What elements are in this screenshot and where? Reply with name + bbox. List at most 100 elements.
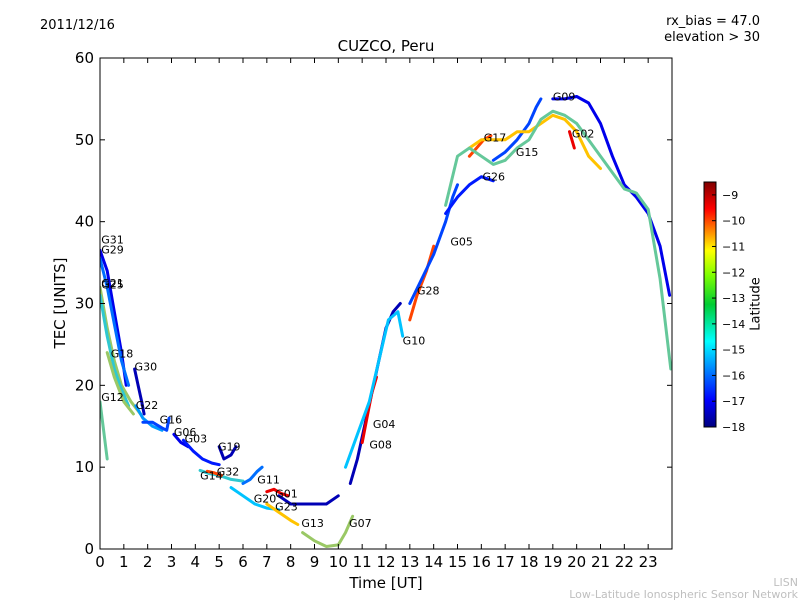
series-g26: [444, 175, 495, 215]
colorbar-tick-label: −16: [722, 369, 745, 382]
colorbar-tick-label: −18: [722, 421, 745, 434]
colorbar-tick-label: −17: [722, 395, 745, 408]
satellite-label-layer: G31G29G21G25G18G30G12G22G16G06G03G19G32G…: [101, 90, 594, 529]
x-tick-label: 7: [262, 553, 272, 571]
satellite-label-g30: G30: [135, 361, 158, 374]
colorbar-tick-label: −10: [722, 215, 745, 228]
satellite-label-g11: G11: [257, 473, 280, 486]
y-tick-label: 50: [75, 131, 94, 149]
x-tick-label: 19: [543, 553, 562, 571]
x-tick-label: 10: [329, 553, 348, 571]
series-g03: [181, 438, 221, 467]
colorbar-tick-label: −9: [722, 189, 738, 202]
series-g23: [265, 502, 300, 526]
colorbar-tick-label: −15: [722, 344, 745, 357]
x-tick-label: 15: [448, 553, 467, 571]
series-g16: [141, 416, 171, 432]
series-g24: [444, 109, 672, 371]
x-axis-label: Time [UT]: [349, 574, 423, 592]
satellite-label-g01: G01: [275, 487, 298, 500]
y-tick-label: 60: [75, 49, 94, 67]
satellite-label-g19: G19: [218, 441, 241, 454]
series-g18: [105, 351, 135, 416]
x-tick-label: 8: [286, 553, 296, 571]
satellite-label-g15: G15: [516, 146, 539, 159]
footer-short: LISN: [773, 576, 798, 589]
colorbar-tick-label: −11: [722, 240, 745, 253]
x-tick-label: 6: [238, 553, 248, 571]
satellite-label-g17: G17: [484, 131, 507, 144]
series-g01: [265, 487, 290, 498]
axis-layer: 0 1 2 3 4 5 6 7 8 9 10 11 12 13 14 15 16 17 18 19 20 21 22 2301…: [75, 49, 672, 571]
satellite-label-g03: G03: [185, 433, 208, 446]
satellite-label-g26: G26: [483, 171, 506, 184]
x-tick-label: 0: [95, 553, 105, 571]
y-tick-label: 0: [84, 540, 94, 558]
series-g07: [301, 514, 355, 548]
series-g28: [408, 244, 436, 322]
x-tick-label: 16: [472, 553, 491, 571]
satellite-label-g16: G16: [160, 414, 183, 427]
x-tick-label: 1: [119, 553, 129, 571]
satellite-label-g20: G20: [254, 492, 277, 505]
satellite-label-g07: G07: [349, 517, 372, 530]
x-tick-label: 5: [214, 553, 224, 571]
series-g13: [277, 494, 340, 506]
satellite-label-g08: G08: [369, 438, 392, 451]
y-tick-label: 20: [75, 376, 94, 394]
series-g20: [229, 486, 281, 512]
y-tick-label: 40: [75, 213, 94, 231]
x-tick-label: 17: [496, 553, 515, 571]
x-tick-label: 14: [424, 553, 443, 571]
series-g10: [344, 310, 405, 469]
satellite-label-g13: G13: [301, 517, 324, 530]
satellite-label-g09: G09: [553, 90, 576, 103]
x-tick-label: 9: [310, 553, 320, 571]
satellite-label-g29: G29: [101, 243, 124, 256]
series-g02: [568, 130, 576, 150]
series-g12: [100, 400, 109, 461]
series-g06: [172, 432, 190, 449]
colorbar-label: Latitude: [748, 277, 764, 331]
series-g19: [217, 445, 238, 461]
satellite-label-g18: G18: [111, 347, 134, 360]
series-g30: [133, 367, 146, 416]
x-tick-label: 18: [519, 553, 538, 571]
satellite-label-g14: G14: [200, 469, 223, 482]
series-g14: [205, 469, 224, 477]
y-tick-label: 10: [75, 458, 94, 476]
x-tick-label: 13: [400, 553, 419, 571]
x-tick-label: 23: [639, 553, 658, 571]
series-g11: [241, 465, 264, 485]
series-layer: [100, 95, 672, 548]
series-g29: [100, 257, 131, 387]
satellite-label-g21: G21: [101, 277, 124, 290]
satellite-label-g05: G05: [450, 235, 473, 248]
series-g25: [100, 293, 131, 408]
colorbar-tick-label: −13: [722, 292, 745, 305]
satellite-label-g12: G12: [101, 391, 124, 404]
colorbar-tick-label: −12: [722, 266, 745, 279]
chart-title: CUZCO, Peru: [337, 37, 435, 55]
x-tick-label: 22: [615, 553, 634, 571]
x-tick-label: 2: [143, 553, 153, 571]
footer-long: Low-Latitude Ionospheric Sensor Network: [569, 588, 798, 601]
series-g04: [348, 302, 402, 485]
x-tick-label: 4: [191, 553, 201, 571]
elevation-label: elevation > 30: [664, 30, 760, 45]
colorbar-tick-label: −14: [722, 318, 745, 331]
x-tick-label: 21: [591, 553, 610, 571]
satellite-label-g04: G04: [373, 418, 396, 431]
satellite-label-g32: G32: [217, 465, 240, 478]
x-tick-label: 11: [353, 553, 372, 571]
satellite-label-g31: G31: [101, 234, 124, 247]
y-axis-label: TEC [UNITS]: [51, 257, 69, 349]
satellite-label-g10: G10: [403, 334, 426, 347]
satellite-label-g22: G22: [136, 399, 159, 412]
satellite-label-g25: G25: [101, 279, 124, 292]
series-g05: [408, 183, 459, 305]
x-tick-label: 12: [376, 553, 395, 571]
satellite-label-g06: G06: [174, 426, 197, 439]
date-label: 2011/12/16: [40, 18, 115, 33]
